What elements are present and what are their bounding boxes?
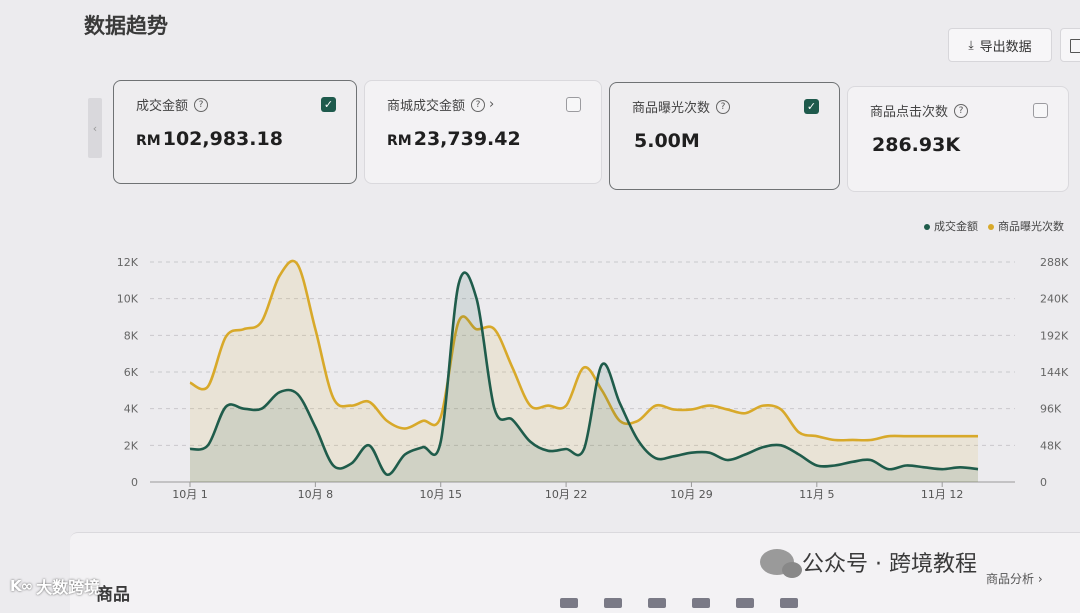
brand-text: 大数跨境 — [36, 578, 101, 597]
cards-scroll-left-button[interactable]: ‹ — [88, 98, 102, 158]
metric-card-mall-gmv[interactable]: 商城成交金额? › RM 23,739.42 — [364, 80, 602, 184]
x-tick-label: 10月 15 — [419, 488, 462, 501]
legend-label: 成交金额 — [934, 220, 978, 233]
y-axis-right: 0 48K 96K 144K 192K 240K 288K — [1040, 256, 1069, 489]
metric-value: 286.93K — [872, 134, 961, 156]
y-tick-label-right: 288K — [1040, 256, 1069, 269]
taskbar-app-icon[interactable] — [648, 598, 666, 608]
legend-item-impressions[interactable]: 商品曝光次数 — [988, 218, 1064, 234]
taskbar-app-icon[interactable] — [736, 598, 754, 608]
x-tick-label: 10月 1 — [172, 488, 208, 501]
series-area — [190, 260, 978, 482]
table-view-button[interactable] — [1060, 28, 1080, 62]
taskbar-app-icon[interactable] — [560, 598, 578, 608]
wechat-icon — [760, 549, 802, 578]
metric-card-impressions[interactable]: 商品曝光次数? 5.00M ✓ — [609, 82, 840, 190]
help-icon[interactable]: ? — [954, 103, 969, 118]
metric-value: 102,983.18 — [162, 128, 283, 150]
legend-label: 商品曝光次数 — [998, 220, 1064, 233]
metric-checkbox[interactable]: ✓ — [804, 99, 819, 114]
metric-label: 成交金额 — [136, 99, 189, 114]
metric-label: 商品曝光次数 — [632, 101, 711, 116]
y-axis-left: 0 2K 4K 6K 8K 10K 12K — [117, 256, 139, 489]
x-tick-label: 11月 5 — [799, 488, 835, 501]
metric-checkbox[interactable] — [566, 97, 581, 112]
check-icon: ✓ — [806, 100, 817, 113]
x-axis: 10月 1 10月 8 10月 15 10月 22 10月 29 11月 5 11月 12 — [172, 482, 963, 501]
y-tick-label-right: 0 — [1040, 476, 1047, 489]
y-tick-label-right: 48K — [1040, 439, 1062, 452]
y-tick-label-left: 4K — [124, 403, 139, 416]
y-tick-label-right: 96K — [1040, 403, 1062, 416]
watermark: 公众号 · 跨境教程 — [760, 546, 977, 578]
y-tick-label-left: 10K — [117, 293, 139, 306]
metric-card-gmv[interactable]: 成交金额? RM 102,983.18 ✓ — [113, 80, 357, 184]
series-area — [190, 272, 978, 482]
metric-value: 23,739.42 — [413, 128, 521, 150]
legend-item-gmv[interactable]: 成交金额 — [924, 218, 978, 234]
currency: RM — [136, 133, 161, 149]
download-icon: ⤓ — [968, 37, 974, 52]
metric-label: 商品点击次数 — [870, 105, 949, 120]
metric-checkbox[interactable] — [1033, 103, 1048, 118]
x-tick-label: 10月 22 — [545, 488, 588, 501]
x-tick-label: 11月 12 — [921, 488, 964, 501]
section-title: 商品 — [96, 585, 130, 605]
chart-legend: 成交金额 商品曝光次数 — [924, 218, 1064, 234]
x-tick-label: 10月 8 — [298, 488, 334, 501]
taskbar-app-icon[interactable] — [780, 598, 798, 608]
metric-checkbox[interactable]: ✓ — [321, 97, 336, 112]
watermark-text: 公众号 · 跨境教程 — [802, 552, 977, 577]
chart-grid — [150, 261, 1015, 483]
metric-label: 商城成交金额 — [387, 99, 466, 114]
y-tick-label-right: 240K — [1040, 293, 1069, 306]
y-tick-label-left: 2K — [124, 439, 139, 452]
y-tick-label-left: 12K — [117, 256, 139, 269]
y-tick-label-left: 8K — [124, 329, 139, 342]
page-title: 数据趋势 — [84, 14, 168, 38]
currency: RM — [387, 133, 412, 149]
chevron-right-icon[interactable]: › — [489, 97, 495, 112]
metric-value: 5.00M — [634, 130, 700, 152]
chevron-left-icon: ‹ — [92, 121, 98, 135]
legend-dot — [988, 224, 994, 230]
legend-dot — [924, 224, 930, 230]
brand-logo: K∞ — [10, 577, 33, 595]
metric-card-clicks[interactable]: 商品点击次数? 286.93K — [847, 86, 1069, 192]
x-tick-label: 10月 29 — [670, 488, 713, 501]
export-data-button[interactable]: ⤓ 导出数据 — [948, 28, 1052, 62]
y-tick-label-right: 192K — [1040, 329, 1069, 342]
y-tick-label-right: 144K — [1040, 366, 1069, 379]
series-line — [189, 259, 978, 442]
product-analysis-link[interactable]: 商品分析 › — [986, 572, 1043, 586]
y-tick-label-left: 6K — [124, 366, 139, 379]
help-icon[interactable]: ? — [716, 99, 731, 114]
help-icon[interactable]: ? — [471, 97, 486, 112]
taskbar — [560, 598, 1080, 608]
brand: K∞ 大数跨境 — [10, 574, 100, 598]
chart-series — [189, 259, 979, 482]
help-icon[interactable]: ? — [194, 97, 209, 112]
series-line — [189, 271, 979, 476]
taskbar-app-icon[interactable] — [604, 598, 622, 608]
export-data-label: 导出数据 — [979, 39, 1032, 55]
taskbar-app-icon[interactable] — [692, 598, 710, 608]
check-icon: ✓ — [323, 98, 334, 111]
y-tick-label-left: 0 — [131, 476, 138, 489]
table-icon — [1070, 39, 1080, 53]
